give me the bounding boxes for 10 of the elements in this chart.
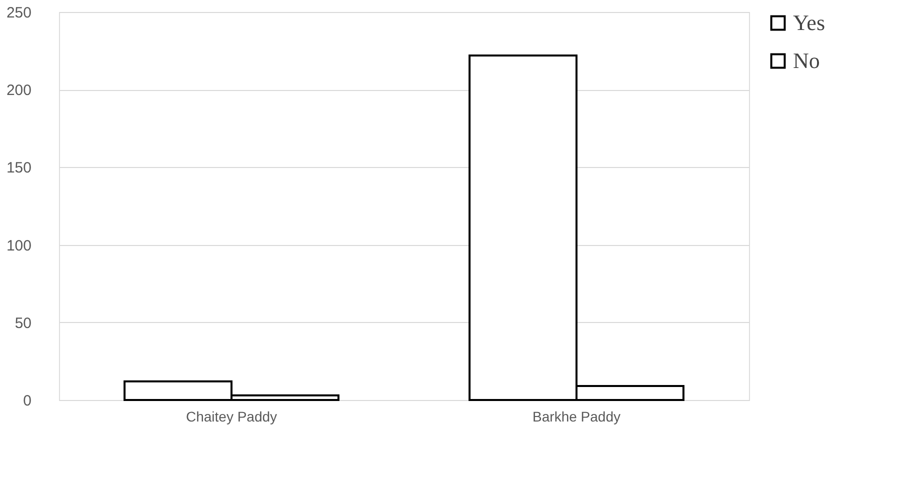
y-tick-label: 150 (6, 160, 32, 177)
x-tick-label: Barkhe Paddy (532, 408, 620, 424)
y-tick-label: 250 (6, 4, 32, 22)
y-tick-label: 50 (14, 314, 32, 332)
y-tick-label: 200 (6, 82, 32, 100)
y-tick-label: 100 (6, 237, 32, 254)
x-tick-label: Chaitey Paddy (186, 408, 278, 424)
legend-label: Yes (793, 10, 826, 35)
legend-label: No (793, 48, 820, 73)
y-tick-label: 0 (23, 392, 32, 410)
